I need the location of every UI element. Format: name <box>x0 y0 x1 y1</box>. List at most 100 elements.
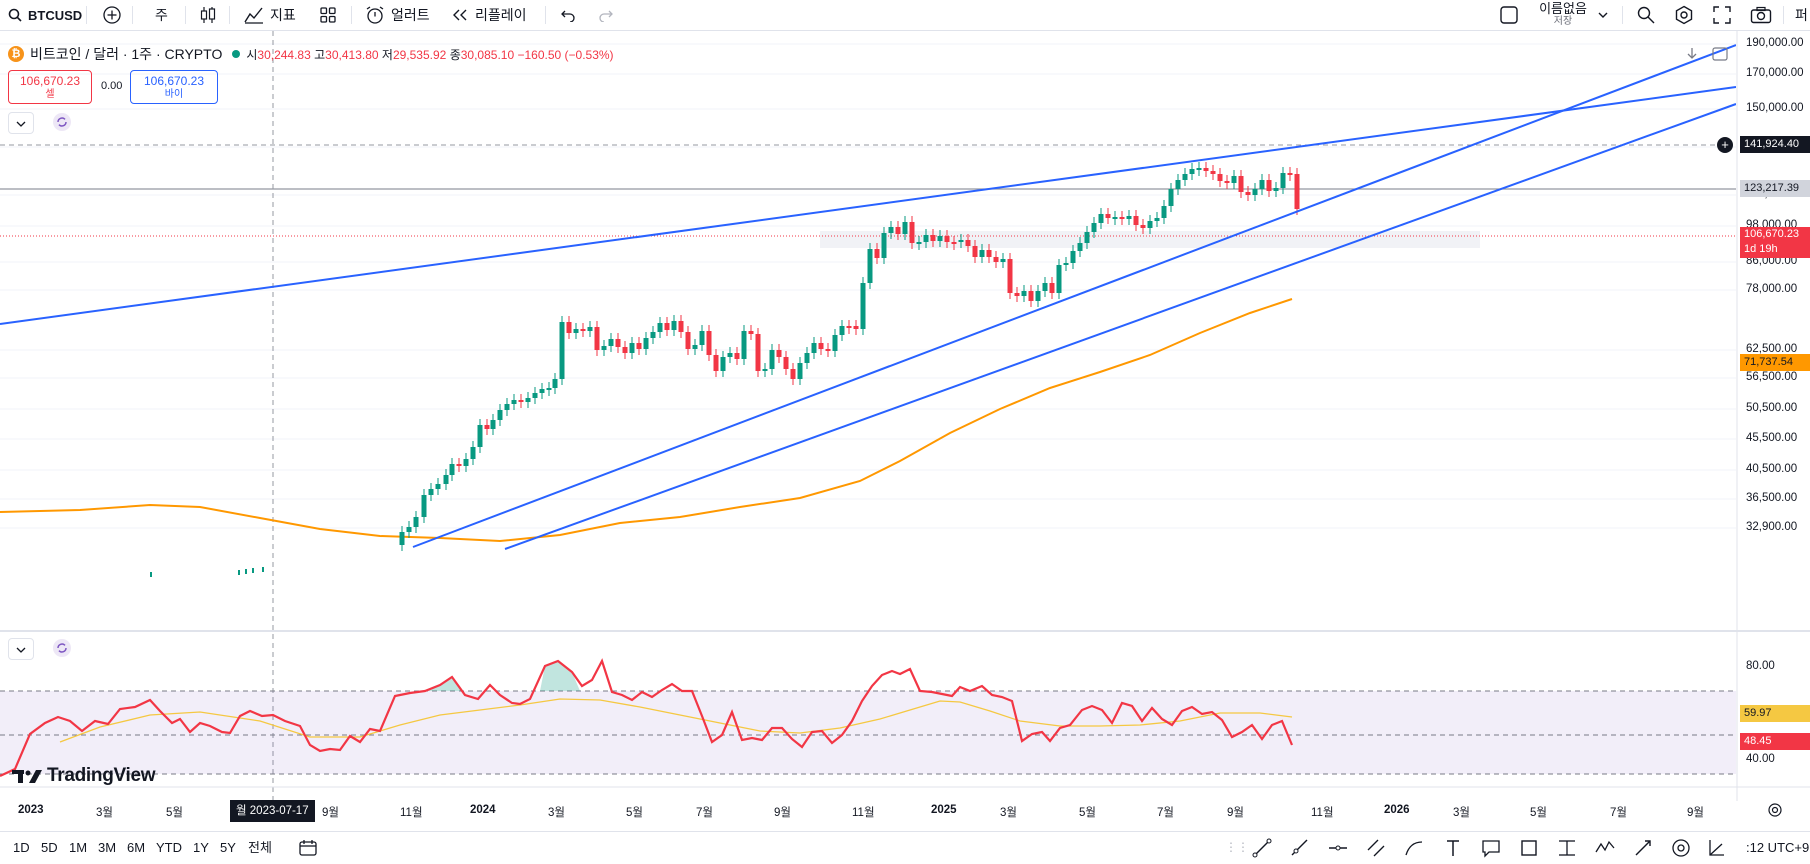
fib-tool[interactable] <box>1557 838 1577 858</box>
symbol-search[interactable]: BTCUSD <box>8 0 82 30</box>
replay-button[interactable]: 리플레이 <box>452 0 527 30</box>
refresh-icon[interactable] <box>53 113 71 131</box>
bitcoin-logo-icon: ₿ <box>8 46 24 62</box>
calendar-icon <box>299 840 317 856</box>
candle <box>902 222 908 234</box>
settings-button[interactable] <box>1674 0 1694 30</box>
indicators-label: 지표 <box>270 7 296 23</box>
buy-button[interactable]: 106,670.23 바이 <box>130 70 218 104</box>
clock-label[interactable]: :12 UTC+9 <box>1746 840 1810 855</box>
chart-type-button[interactable] <box>199 0 217 30</box>
drag-handle-icon[interactable]: ⋮⋮ <box>1225 840 1249 854</box>
trendline-channel-2[interactable] <box>504 103 1736 550</box>
price-tick: 170,000.00 <box>1746 67 1804 79</box>
rsi-value-tag: 48.45 <box>1740 733 1810 750</box>
measure-tool[interactable] <box>1633 838 1653 858</box>
layout-name[interactable]: 이름없음 저장 <box>1535 2 1591 28</box>
candle <box>532 393 538 398</box>
publish-button[interactable]: 퍼 <box>1795 7 1808 23</box>
indicators-button[interactable]: 지표 <box>244 0 296 30</box>
gear-icon <box>1675 5 1693 25</box>
candle <box>706 331 712 355</box>
fullscreen-icon <box>1713 6 1731 24</box>
range-button[interactable]: 6M <box>127 840 146 855</box>
compare-button[interactable] <box>102 0 122 30</box>
candle <box>1259 180 1265 189</box>
curve-tool[interactable] <box>1404 838 1424 858</box>
candle <box>804 353 810 363</box>
candle <box>853 326 859 329</box>
range-button[interactable]: 전체 <box>248 840 272 855</box>
layout-toggle[interactable] <box>1499 0 1519 30</box>
price-tick: 190,000.00 <box>1746 37 1804 49</box>
redo-button[interactable] <box>598 0 614 30</box>
trend-line-tool[interactable] <box>1252 838 1272 858</box>
horizontal-ray-tool[interactable] <box>1328 838 1348 858</box>
hide-drawings-tool[interactable] <box>1671 838 1691 858</box>
legend-collapse-button[interactable] <box>8 112 34 134</box>
candle <box>776 350 782 357</box>
crosshair-date-label: 월 2023-07-17 <box>230 800 315 822</box>
lock-tool[interactable] <box>1706 838 1726 858</box>
candle <box>895 227 901 234</box>
templates-button[interactable] <box>319 0 337 30</box>
candle <box>874 249 880 258</box>
rsi-collapse-button[interactable] <box>8 638 34 660</box>
symbol-title[interactable]: 비트코인 / 달러 · 1주 · CRYPTO <box>30 46 223 62</box>
callout-tool[interactable] <box>1481 838 1501 858</box>
candle <box>769 350 775 369</box>
range-button[interactable]: 1M <box>69 840 88 855</box>
scroll-down-button[interactable] <box>1682 45 1702 63</box>
text-tool[interactable] <box>1443 838 1463 858</box>
date-range-button[interactable] <box>298 838 318 863</box>
high-label: 고 <box>314 47 326 62</box>
parallel-channel-tool[interactable] <box>1366 838 1386 858</box>
chevron-down-icon <box>16 121 26 127</box>
fullscreen-button[interactable] <box>1712 0 1732 30</box>
square-icon <box>1500 6 1518 24</box>
ray-tool[interactable] <box>1289 838 1309 858</box>
maximize-pane-button[interactable] <box>1710 45 1730 63</box>
candle <box>832 335 838 351</box>
axis-settings-button[interactable] <box>1767 802 1783 823</box>
range-button[interactable]: 1Y <box>193 840 209 855</box>
candle <box>1217 174 1223 181</box>
candle <box>944 236 950 242</box>
rsi-refresh-icon[interactable] <box>53 639 71 657</box>
trendline-channel-1[interactable] <box>412 44 1736 548</box>
pattern-tool[interactable] <box>1595 838 1615 858</box>
range-button[interactable]: YTD <box>156 840 182 855</box>
range-button[interactable]: 5D <box>41 840 58 855</box>
text-icon <box>1447 840 1459 856</box>
candle <box>1182 174 1188 180</box>
rectangle-tool[interactable] <box>1519 838 1539 858</box>
candle <box>1154 218 1160 221</box>
candle <box>525 398 531 402</box>
candle <box>1119 217 1125 219</box>
price-chart[interactable] <box>0 31 1810 831</box>
range-button[interactable]: 3M <box>98 840 117 855</box>
trendline-upper[interactable] <box>0 86 1736 325</box>
candle <box>916 242 922 244</box>
snapshot-button[interactable] <box>1750 0 1772 30</box>
candle <box>678 321 684 332</box>
buy-label: 바이 <box>164 89 184 100</box>
candle <box>993 257 999 262</box>
time-tick: 2024 <box>470 804 496 816</box>
layout-dropdown[interactable] <box>1597 0 1609 30</box>
undo-button[interactable] <box>560 0 576 30</box>
layout-save-label: 저장 <box>1553 16 1573 27</box>
range-button[interactable]: 1D <box>13 840 30 855</box>
alert-button[interactable]: 얼러트 <box>365 0 430 30</box>
add-alert-icon[interactable]: + <box>1717 137 1733 153</box>
tradingview-logo[interactable]: TradingView <box>12 765 156 787</box>
interval-button[interactable]: 주 <box>155 7 168 23</box>
candle <box>428 489 434 495</box>
time-tick: 9월 <box>1227 807 1244 819</box>
candle <box>839 326 845 335</box>
range-button[interactable]: 5Y <box>220 840 236 855</box>
buy-price: 106,670.23 <box>143 74 205 88</box>
sell-button[interactable]: 106,670.23 셀 <box>8 70 92 104</box>
quick-search-button[interactable] <box>1636 0 1656 30</box>
candle <box>490 420 496 429</box>
